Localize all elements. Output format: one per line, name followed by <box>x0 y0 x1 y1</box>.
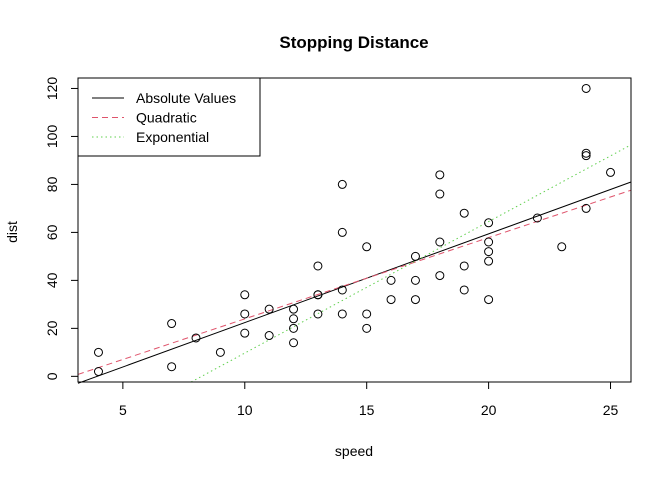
fit-line-quadratic <box>77 189 632 375</box>
y-tick-label: 100 <box>44 125 60 149</box>
data-point <box>167 319 177 329</box>
legend: Absolute Values Quadratic Exponential <box>77 77 261 157</box>
data-point <box>362 242 372 252</box>
data-point <box>289 314 299 324</box>
data-point <box>386 275 396 285</box>
data-point <box>289 338 299 348</box>
data-point <box>459 285 469 295</box>
data-point <box>337 179 347 189</box>
data-point <box>532 213 542 223</box>
x-tick-label: 25 <box>603 402 619 418</box>
legend-label: Exponential <box>136 129 209 145</box>
data-point <box>337 285 347 295</box>
data-point <box>264 304 274 314</box>
legend-label: Absolute Values <box>136 90 236 106</box>
y-tick-label: 0 <box>44 372 60 380</box>
data-point <box>435 189 445 199</box>
data-point <box>484 256 494 266</box>
x-axis-label: speed <box>335 443 373 459</box>
y-tick-label: 120 <box>44 77 60 101</box>
data-point <box>459 208 469 218</box>
x-tick-label: 20 <box>481 402 497 418</box>
data-point <box>484 247 494 257</box>
data-point <box>93 367 103 377</box>
data-point <box>484 218 494 228</box>
data-points <box>93 83 616 377</box>
data-point <box>93 347 103 357</box>
data-point <box>240 290 250 300</box>
data-point <box>435 237 445 247</box>
y-axis-label: dist <box>4 221 20 243</box>
x-tick-label: 10 <box>237 402 253 418</box>
data-point <box>435 271 445 281</box>
legend-label: Quadratic <box>136 110 197 126</box>
y-tick-label: 40 <box>44 272 60 288</box>
y-tick-label: 20 <box>44 320 60 336</box>
data-point <box>240 328 250 338</box>
data-point <box>410 295 420 305</box>
data-point <box>581 148 591 158</box>
data-point <box>484 295 494 305</box>
y-tick-label: 60 <box>44 224 60 240</box>
data-point <box>386 295 396 305</box>
data-point <box>215 347 225 357</box>
data-point <box>313 309 323 319</box>
y-tick-label: 80 <box>44 176 60 192</box>
data-point <box>264 331 274 341</box>
data-point <box>435 170 445 180</box>
legend-box <box>77 77 261 157</box>
data-point <box>362 309 372 319</box>
data-point <box>484 237 494 247</box>
data-point <box>337 227 347 237</box>
data-point <box>289 323 299 333</box>
data-point <box>581 83 591 93</box>
data-point <box>410 251 420 261</box>
data-point <box>606 167 616 177</box>
data-point <box>581 151 591 161</box>
data-point <box>581 203 591 213</box>
data-point <box>240 309 250 319</box>
data-point <box>557 242 567 252</box>
data-point <box>313 290 323 300</box>
data-point <box>337 309 347 319</box>
data-point <box>362 323 372 333</box>
fit-lines <box>77 144 632 384</box>
data-point <box>313 261 323 271</box>
data-point <box>459 261 469 271</box>
chart-title: Stopping Distance <box>279 33 428 52</box>
data-point <box>289 304 299 314</box>
y-axis: 0 20 40 60 80 100 120 <box>44 77 79 380</box>
data-point <box>167 362 177 372</box>
data-point <box>410 275 420 285</box>
data-point <box>191 333 201 343</box>
x-tick-label: 15 <box>359 402 375 418</box>
plot-frame <box>77 77 632 383</box>
x-tick-label: 5 <box>119 402 127 418</box>
x-axis: 5 10 15 20 25 <box>119 381 619 418</box>
